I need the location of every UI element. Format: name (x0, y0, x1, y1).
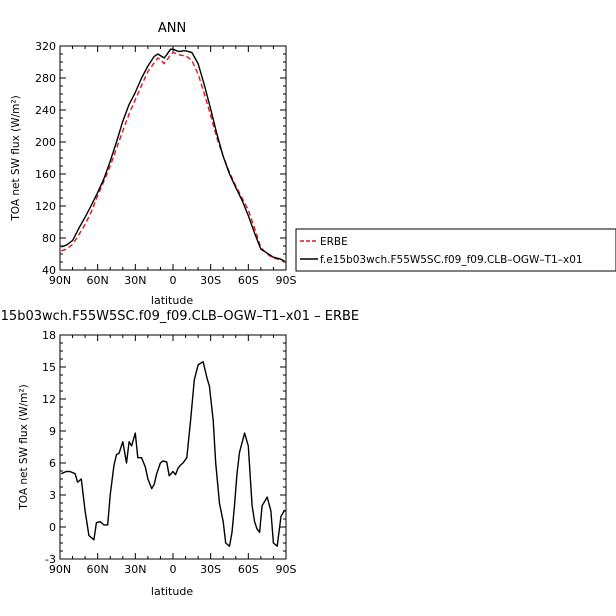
x-tick-label: 60N (87, 563, 109, 576)
y-tick-label: 240 (35, 104, 56, 117)
x-tick-label: 30N (124, 274, 146, 287)
y-tick-label: 280 (35, 72, 56, 85)
x-axis-label: latitude (151, 585, 193, 598)
y-tick-label: 3 (49, 489, 56, 502)
x-tick-label: 60S (238, 274, 259, 287)
legend: ERBE f.e15b03wch.F55W5SC.f09_f09.CLB–OGW–… (295, 228, 616, 272)
x-tick-label: 90S (276, 274, 297, 287)
y-tick-label: 120 (35, 200, 56, 213)
y-tick-label: 40 (42, 264, 56, 277)
legend-label: f.e15b03wch.F55W5SC.f09_f09.CLB–OGW–T1–x… (320, 254, 583, 266)
x-tick-label: 30S (200, 563, 221, 576)
x-tick-label: 90S (276, 563, 297, 576)
y-tick-label: 15 (42, 361, 56, 374)
y-tick-label: -3 (45, 553, 56, 566)
chart-title: ANN (158, 21, 186, 36)
y-tick-label: 6 (49, 457, 56, 470)
x-axis-label: latitude (151, 294, 193, 307)
x-tick-label: 30N (124, 563, 146, 576)
legend-label: ERBE (320, 236, 348, 248)
y-tick-label: 320 (35, 40, 56, 53)
x-tick-label: 90N (49, 274, 71, 287)
y-tick-label: 12 (42, 393, 56, 406)
x-tick-label: 0 (170, 274, 177, 287)
plot-area: -3 0 3 6 9 12 15 18 90N 60N 30N 0 30S 60S 90S (42, 329, 297, 576)
plot-area: 40 80 120 160 200 240 280 320 90N 60N 30N 0 30S 60S 90… (35, 40, 297, 287)
chart-title: f.e15b03wch.F55W5SC.f09_f09.CLB–OGW–T1–x… (0, 309, 359, 324)
y-tick-label: 9 (49, 425, 56, 438)
series-line-2 (61, 48, 286, 262)
x-tick-label: 60S (238, 563, 259, 576)
annual-flux-chart: ANN 40 80 120 160 200 240 280 320 90N 60N 30N 0 30S 6… (10, 21, 616, 307)
y-axis-label: TOA net SW flux (W/m²) (10, 95, 22, 221)
x-tick-label: 0 (170, 563, 177, 576)
y-axis-label: TOA net SW flux (W/m²) (18, 384, 30, 510)
difference-chart: f.e15b03wch.F55W5SC.f09_f09.CLB–OGW–T1–x… (0, 309, 359, 598)
x-tick-label: 30S (200, 274, 221, 287)
plot-frame (59, 45, 287, 271)
y-tick-label: 200 (35, 136, 56, 149)
y-tick-label: 18 (42, 329, 56, 342)
x-tick-label: 90N (49, 563, 71, 576)
plot-frame (59, 334, 287, 560)
legend-box (295, 228, 616, 272)
series-line-1 (61, 361, 286, 547)
y-tick-label: 80 (42, 232, 56, 245)
series-line-1 (61, 51, 286, 263)
x-tick-label: 60N (87, 274, 109, 287)
y-tick-label: 0 (49, 521, 56, 534)
y-tick-label: 160 (35, 168, 56, 181)
